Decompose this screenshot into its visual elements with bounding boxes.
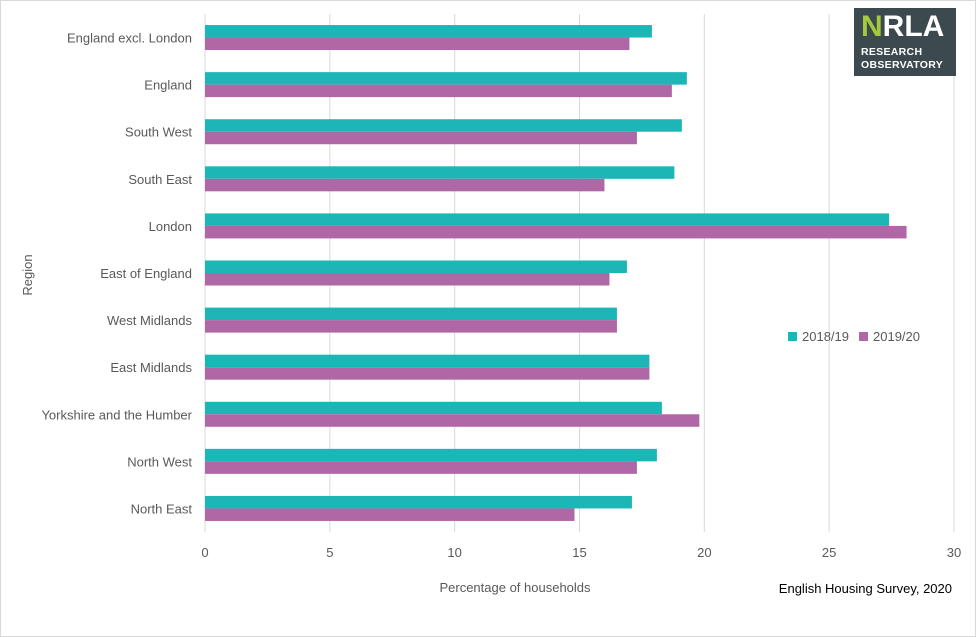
source-note: English Housing Survey, 2020 bbox=[778, 581, 952, 596]
x-tick-label: 10 bbox=[447, 545, 461, 560]
bar-series-2 bbox=[205, 225, 907, 239]
x-tick-label: 25 bbox=[822, 545, 836, 560]
bar-series-1 bbox=[205, 25, 652, 38]
bar-series-2 bbox=[205, 37, 630, 51]
bar-series-1 bbox=[205, 354, 650, 368]
category-label: England bbox=[144, 78, 192, 93]
bar-series-1 bbox=[205, 307, 617, 321]
logo-subtitle: RESEARCH OBSERVATORY bbox=[861, 46, 943, 72]
category-label: East of England bbox=[100, 266, 192, 281]
x-tick-label: 5 bbox=[326, 545, 333, 560]
category-label: West Midlands bbox=[107, 313, 193, 328]
category-label: North West bbox=[127, 454, 192, 469]
bar-series-2 bbox=[205, 84, 672, 98]
bar-series-1 bbox=[205, 119, 682, 132]
bar-series-1 bbox=[205, 401, 662, 415]
category-label: North East bbox=[131, 501, 193, 516]
legend-label-series-2: 2019/20 bbox=[873, 329, 920, 344]
x-tick-labels: 0 5 10 15 20 25 30 bbox=[201, 545, 961, 560]
bar-series-2 bbox=[205, 178, 605, 192]
logo-line-1: RESEARCH bbox=[861, 46, 923, 58]
x-tick-label: 20 bbox=[697, 545, 711, 560]
legend-swatch-series-2 bbox=[859, 332, 868, 341]
bar-series-2 bbox=[205, 131, 637, 145]
bar-series-2 bbox=[205, 367, 650, 380]
y-axis-title: Region bbox=[20, 254, 35, 295]
legend-label-series-1: 2018/19 bbox=[802, 329, 849, 344]
bar-series-1 bbox=[205, 495, 632, 509]
category-label: London bbox=[149, 219, 192, 234]
bar-series-2 bbox=[205, 461, 637, 474]
bar-series-1 bbox=[205, 213, 890, 226]
bar-series-2 bbox=[205, 273, 610, 286]
x-tick-label: 30 bbox=[947, 545, 961, 560]
legend: 2018/19 2019/20 bbox=[788, 329, 920, 344]
bar-series-2 bbox=[205, 320, 617, 333]
bar-series-2 bbox=[205, 414, 700, 427]
category-label: South East bbox=[128, 172, 192, 187]
bar-series-1 bbox=[205, 72, 687, 85]
nrla-logo: NRLA RESEARCH OBSERVATORY bbox=[854, 8, 956, 76]
gridlines bbox=[204, 14, 955, 532]
category-label: Yorkshire and the Humber bbox=[41, 407, 192, 422]
legend-item-series-1: 2018/19 bbox=[788, 329, 849, 344]
bars bbox=[205, 25, 907, 521]
bar-series-1 bbox=[205, 448, 657, 462]
legend-swatch-series-1 bbox=[788, 332, 797, 341]
x-axis-title: Percentage of households bbox=[439, 580, 591, 595]
bar-series-2 bbox=[205, 508, 575, 521]
x-tick-label: 15 bbox=[572, 545, 586, 560]
category-label: England excl. London bbox=[67, 31, 192, 46]
category-label: East Midlands bbox=[110, 360, 192, 375]
category-labels: England excl. London England South West Sou… bbox=[41, 31, 192, 517]
logo-line-2: OBSERVATORY bbox=[861, 59, 944, 71]
x-tick-label: 0 bbox=[201, 545, 208, 560]
category-label: South West bbox=[125, 125, 192, 140]
legend-item-series-2: 2019/20 bbox=[859, 329, 920, 344]
logo-mark: NRLA bbox=[861, 10, 945, 43]
bar-series-1 bbox=[205, 166, 675, 179]
bar-series-1 bbox=[205, 260, 627, 273]
